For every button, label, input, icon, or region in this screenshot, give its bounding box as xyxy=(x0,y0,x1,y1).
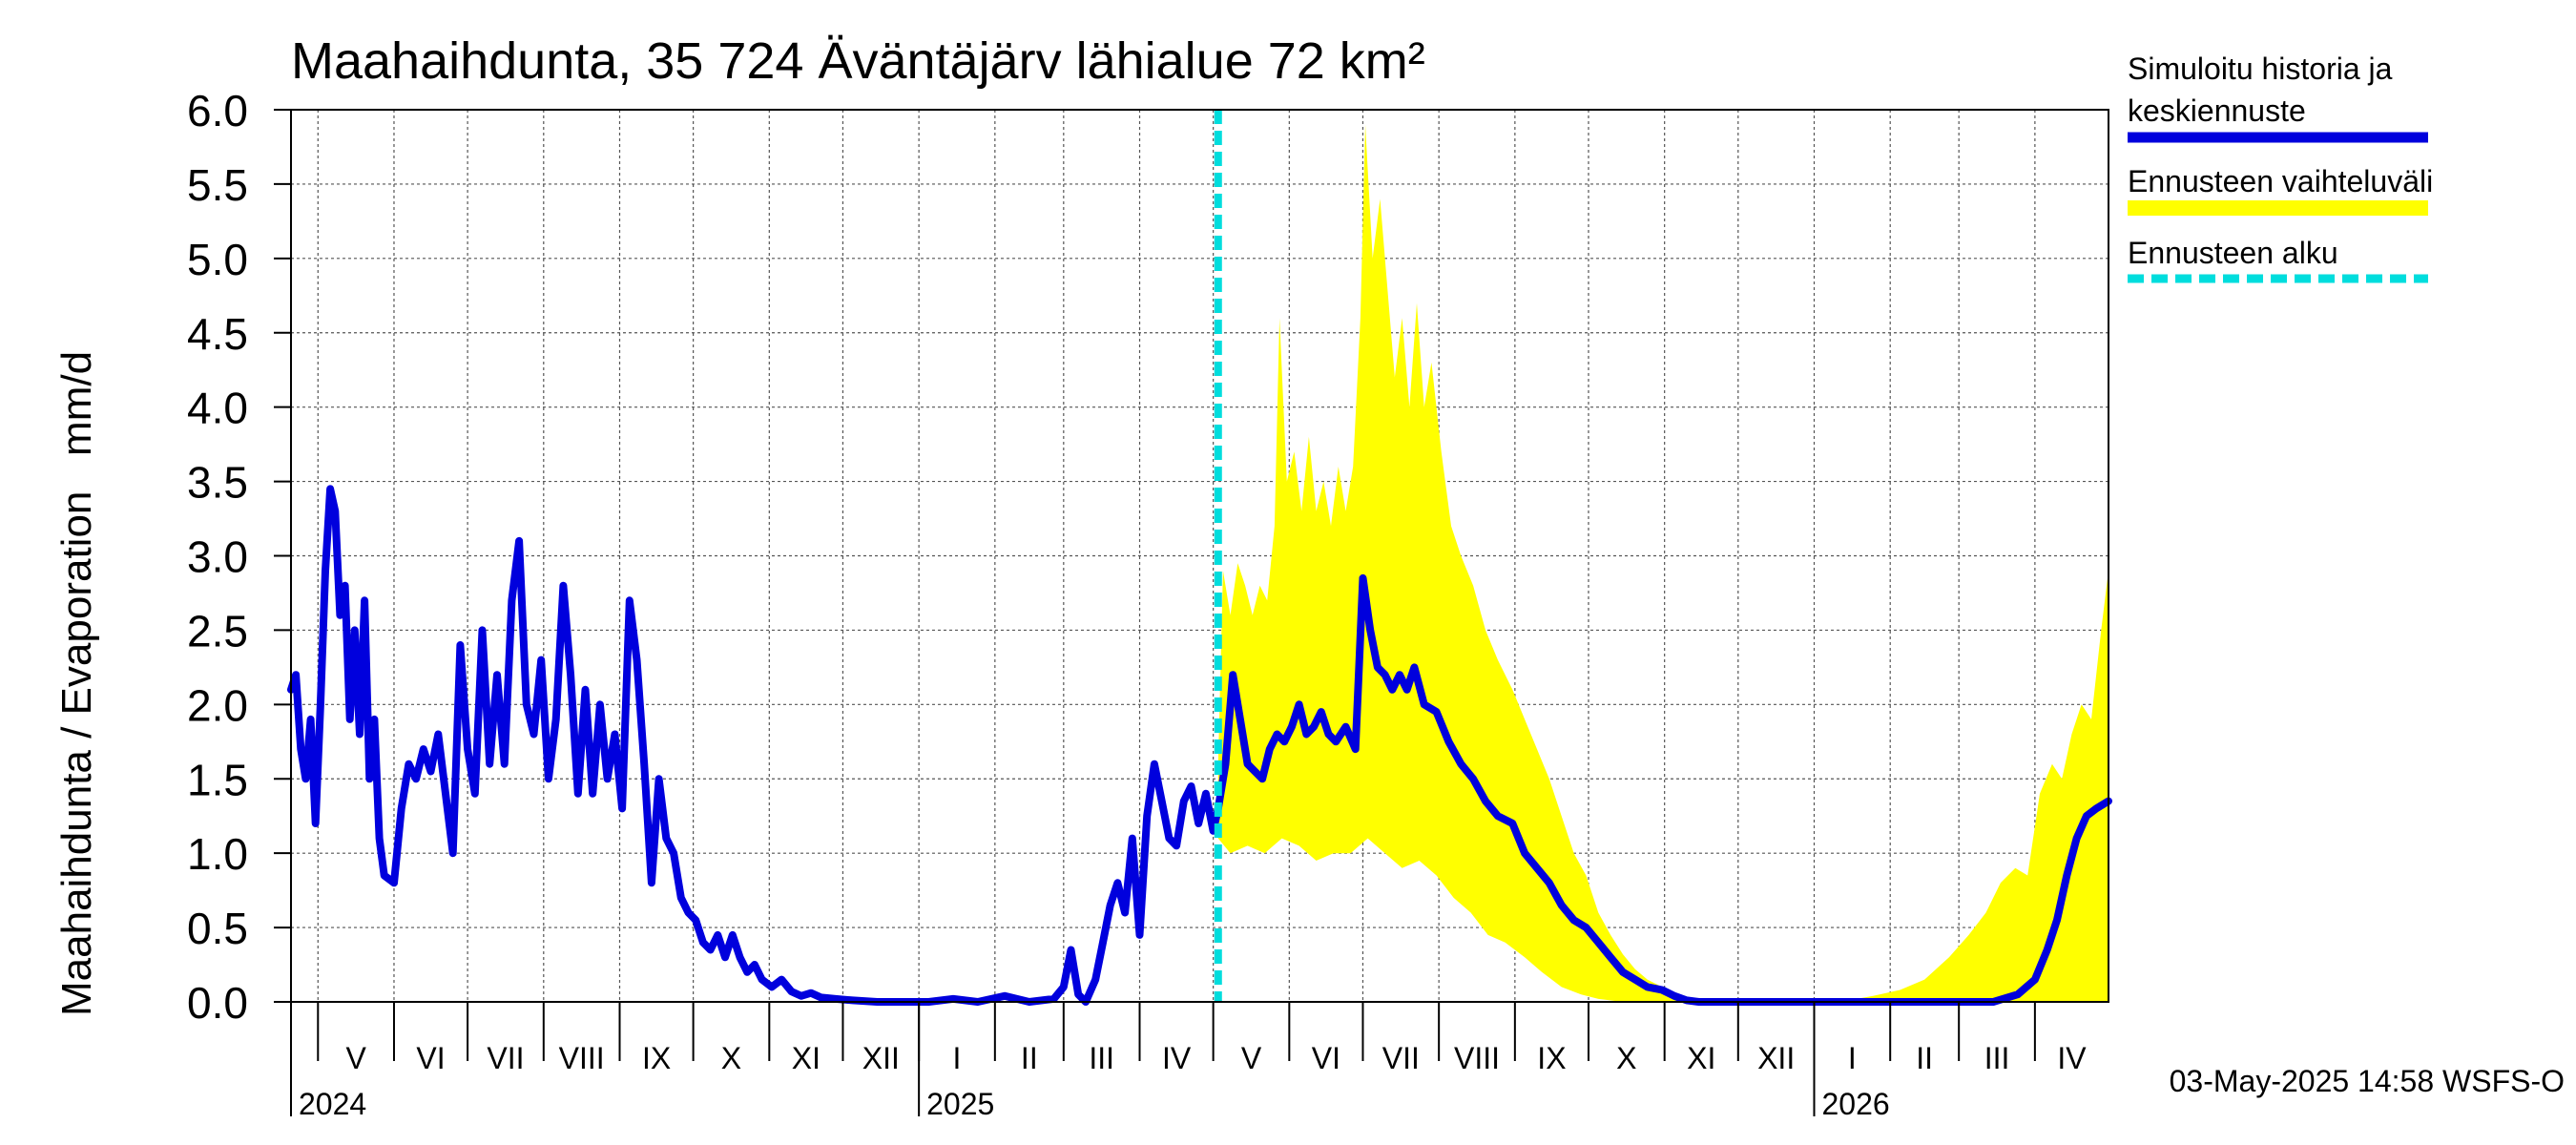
x-month-label: V xyxy=(345,1041,366,1075)
forecast-range-area xyxy=(1217,124,2109,1003)
x-month-label: VI xyxy=(1312,1041,1340,1075)
x-month-label: VII xyxy=(1382,1041,1420,1075)
x-month-label: XII xyxy=(862,1041,900,1075)
plot-border xyxy=(290,109,2109,1003)
y-tick-label: 0.5 xyxy=(187,904,248,953)
x-month-label: II xyxy=(1916,1041,1933,1075)
y-tick-label: 1.0 xyxy=(187,829,248,879)
forecast-range-band xyxy=(1217,124,2109,1003)
x-month-label: I xyxy=(953,1041,962,1075)
x-month-label: X xyxy=(721,1041,741,1075)
x-month-label: II xyxy=(1021,1041,1038,1075)
chart-title: Maahaihdunta, 35 724 Äväntäjärv lähialue… xyxy=(291,32,1425,90)
y-tick-label: 4.0 xyxy=(187,384,248,433)
y-tick-label: 5.5 xyxy=(187,160,248,210)
footer-timestamp: 03-May-2025 14:58 WSFS-O xyxy=(2170,1064,2565,1098)
legend-start-label: Ennusteen alku xyxy=(2128,236,2338,270)
x-month-label: XI xyxy=(792,1041,821,1075)
y-tick-label: 3.5 xyxy=(187,458,248,508)
x-month-label: VIII xyxy=(559,1041,605,1075)
x-month-label: III xyxy=(1984,1041,2010,1075)
history-forecast-line xyxy=(287,485,2112,1006)
x-month-label: V xyxy=(1241,1041,1262,1075)
legend: Simuloitu historia ja keskiennuste Ennus… xyxy=(2128,52,2433,283)
legend-history-label-line2: keskiennuste xyxy=(2128,94,2306,128)
x-month-label: IX xyxy=(642,1041,671,1075)
y-tick-labels: 0.0 0.5 1.0 1.5 2.0 2.5 3.0 3.5 4.0 4.5 5.0 5.5 6.0 xyxy=(187,86,291,1028)
x-month-label: VIII xyxy=(1454,1041,1500,1075)
x-month-label: XII xyxy=(1757,1041,1795,1075)
y-tick-label: 2.0 xyxy=(187,680,248,730)
y-tick-label: 6.0 xyxy=(187,86,248,135)
x-month-label: IV xyxy=(2057,1041,2087,1075)
x-month-label: I xyxy=(1848,1041,1857,1075)
x-month-label: VII xyxy=(487,1041,524,1075)
x-axis: V VI VII VIII IX X XI XII I II III IV V VI VII VIII IX X X… xyxy=(290,1002,2087,1121)
x-year-label: 2025 xyxy=(926,1087,994,1121)
history-line-layer xyxy=(287,485,2112,1006)
plot-frame xyxy=(290,109,2109,1003)
x-month-label: XI xyxy=(1687,1041,1715,1075)
y-tick-label: 4.5 xyxy=(187,309,248,359)
legend-history-label-line1: Simuloitu historia ja xyxy=(2128,52,2393,86)
x-month-label: X xyxy=(1616,1041,1636,1075)
x-month-label: VI xyxy=(416,1041,445,1075)
x-month-label: III xyxy=(1089,1041,1114,1075)
x-year-label: 2024 xyxy=(299,1087,366,1121)
y-tick-label: 0.0 xyxy=(187,978,248,1028)
grid-lines xyxy=(291,109,2109,1003)
y-axis-label: Maahaihdunta / Evaporation mm/d xyxy=(53,351,100,1016)
y-tick-label: 1.5 xyxy=(187,755,248,804)
y-tick-label: 2.5 xyxy=(187,606,248,656)
legend-range-label: Ennusteen vaihteluväli xyxy=(2128,164,2433,198)
x-month-label: IV xyxy=(1162,1041,1192,1075)
x-year-label: 2026 xyxy=(1821,1087,1889,1121)
y-tick-label: 5.0 xyxy=(187,235,248,284)
x-month-label: IX xyxy=(1537,1041,1566,1075)
y-tick-label: 3.0 xyxy=(187,532,248,582)
